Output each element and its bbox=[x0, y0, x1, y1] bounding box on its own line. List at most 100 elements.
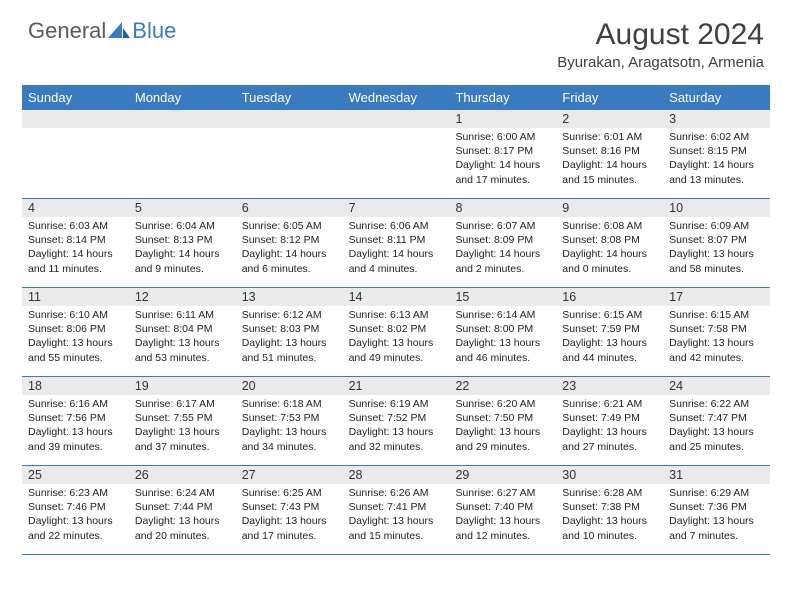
daylight-text: Daylight: 14 hours and 15 minutes. bbox=[562, 158, 657, 186]
sunset-text: Sunset: 7:59 PM bbox=[562, 322, 657, 336]
day-cell: 2Sunrise: 6:01 AMSunset: 8:16 PMDaylight… bbox=[556, 110, 663, 198]
day-cell: 3Sunrise: 6:02 AMSunset: 8:15 PMDaylight… bbox=[663, 110, 770, 198]
day-detail: Sunrise: 6:28 AMSunset: 7:38 PMDaylight:… bbox=[556, 484, 663, 547]
sunset-text: Sunset: 8:04 PM bbox=[135, 322, 230, 336]
sunrise-text: Sunrise: 6:04 AM bbox=[135, 219, 230, 233]
sunrise-text: Sunrise: 6:21 AM bbox=[562, 397, 657, 411]
daylight-text: Daylight: 13 hours and 39 minutes. bbox=[28, 425, 123, 453]
daylight-text: Daylight: 14 hours and 2 minutes. bbox=[455, 247, 550, 275]
day-cell: 8Sunrise: 6:07 AMSunset: 8:09 PMDaylight… bbox=[449, 199, 556, 287]
daylight-text: Daylight: 13 hours and 12 minutes. bbox=[455, 514, 550, 542]
sunrise-text: Sunrise: 6:16 AM bbox=[28, 397, 123, 411]
day-cell: 25Sunrise: 6:23 AMSunset: 7:46 PMDayligh… bbox=[22, 466, 129, 554]
day-cell: 15Sunrise: 6:14 AMSunset: 8:00 PMDayligh… bbox=[449, 288, 556, 376]
day-cell: 28Sunrise: 6:26 AMSunset: 7:41 PMDayligh… bbox=[343, 466, 450, 554]
sunrise-text: Sunrise: 6:01 AM bbox=[562, 130, 657, 144]
day-number: 8 bbox=[449, 199, 556, 217]
sail-icon bbox=[108, 22, 130, 40]
daylight-text: Daylight: 13 hours and 7 minutes. bbox=[669, 514, 764, 542]
sunset-text: Sunset: 7:43 PM bbox=[242, 500, 337, 514]
week-row: 11Sunrise: 6:10 AMSunset: 8:06 PMDayligh… bbox=[22, 288, 770, 377]
sunset-text: Sunset: 7:55 PM bbox=[135, 411, 230, 425]
day-number: 26 bbox=[129, 466, 236, 484]
sunset-text: Sunset: 7:58 PM bbox=[669, 322, 764, 336]
sunrise-text: Sunrise: 6:02 AM bbox=[669, 130, 764, 144]
day-detail: Sunrise: 6:00 AMSunset: 8:17 PMDaylight:… bbox=[449, 128, 556, 191]
daylight-text: Daylight: 13 hours and 53 minutes. bbox=[135, 336, 230, 364]
sunrise-text: Sunrise: 6:09 AM bbox=[669, 219, 764, 233]
day-number: 30 bbox=[556, 466, 663, 484]
week-row: 1Sunrise: 6:00 AMSunset: 8:17 PMDaylight… bbox=[22, 110, 770, 199]
logo: General Blue bbox=[28, 18, 176, 44]
day-cell bbox=[343, 110, 450, 198]
daylight-text: Daylight: 13 hours and 37 minutes. bbox=[135, 425, 230, 453]
sunset-text: Sunset: 7:44 PM bbox=[135, 500, 230, 514]
daylight-text: Daylight: 14 hours and 17 minutes. bbox=[455, 158, 550, 186]
day-cell: 7Sunrise: 6:06 AMSunset: 8:11 PMDaylight… bbox=[343, 199, 450, 287]
day-cell bbox=[129, 110, 236, 198]
daylight-text: Daylight: 13 hours and 20 minutes. bbox=[135, 514, 230, 542]
day-number: 19 bbox=[129, 377, 236, 395]
day-number: 20 bbox=[236, 377, 343, 395]
day-header: Sunday bbox=[22, 85, 129, 110]
sunrise-text: Sunrise: 6:07 AM bbox=[455, 219, 550, 233]
day-cell: 26 Sunrise: 6:24 AMSunset: 7:44 PMDayligh… bbox=[129, 466, 236, 554]
daylight-text: Daylight: 14 hours and 0 minutes. bbox=[562, 247, 657, 275]
day-number: 31 bbox=[663, 466, 770, 484]
day-number bbox=[236, 110, 343, 128]
daylight-text: Daylight: 13 hours and 17 minutes. bbox=[242, 514, 337, 542]
sunrise-text: Sunrise: 6:06 AM bbox=[349, 219, 444, 233]
day-cell: 31 Sunrise: 6:29 AMSunset: 7:36 PMDayligh… bbox=[663, 466, 770, 554]
sunrise-text: Sunrise: 6:23 AM bbox=[28, 486, 123, 500]
day-number: 9 bbox=[556, 199, 663, 217]
sunset-text: Sunset: 8:07 PM bbox=[669, 233, 764, 247]
day-number: 21 bbox=[343, 377, 450, 395]
sunrise-text: Sunrise: 6:24 AM bbox=[135, 486, 230, 500]
day-number: 14 bbox=[343, 288, 450, 306]
sunset-text: Sunset: 7:46 PM bbox=[28, 500, 123, 514]
day-cell: 1Sunrise: 6:00 AMSunset: 8:17 PMDaylight… bbox=[449, 110, 556, 198]
logo-text-blue: Blue bbox=[132, 18, 176, 44]
sunset-text: Sunset: 7:36 PM bbox=[669, 500, 764, 514]
header: General Blue August 2024 Byurakan, Araga… bbox=[0, 0, 792, 77]
daylight-text: Daylight: 13 hours and 27 minutes. bbox=[562, 425, 657, 453]
day-detail: Sunrise: 6:12 AMSunset: 8:03 PMDaylight:… bbox=[236, 306, 343, 369]
day-cell: 5Sunrise: 6:04 AMSunset: 8:13 PMDaylight… bbox=[129, 199, 236, 287]
daylight-text: Daylight: 13 hours and 25 minutes. bbox=[669, 425, 764, 453]
day-cell: 11Sunrise: 6:10 AMSunset: 8:06 PMDayligh… bbox=[22, 288, 129, 376]
sunrise-text: Sunrise: 6:05 AM bbox=[242, 219, 337, 233]
day-detail: Sunrise: 6:10 AMSunset: 8:06 PMDaylight:… bbox=[22, 306, 129, 369]
day-detail: Sunrise: 6:26 AMSunset: 7:41 PMDaylight:… bbox=[343, 484, 450, 547]
sunset-text: Sunset: 8:16 PM bbox=[562, 144, 657, 158]
sunset-text: Sunset: 7:40 PM bbox=[455, 500, 550, 514]
day-number: 2 bbox=[556, 110, 663, 128]
sunset-text: Sunset: 7:50 PM bbox=[455, 411, 550, 425]
day-detail: Sunrise: 6:19 AMSunset: 7:52 PMDaylight:… bbox=[343, 395, 450, 458]
day-number: 23 bbox=[556, 377, 663, 395]
sunset-text: Sunset: 8:06 PM bbox=[28, 322, 123, 336]
daylight-text: Daylight: 14 hours and 6 minutes. bbox=[242, 247, 337, 275]
day-detail: Sunrise: 6:01 AMSunset: 8:16 PMDaylight:… bbox=[556, 128, 663, 191]
day-cell: 6Sunrise: 6:05 AMSunset: 8:12 PMDaylight… bbox=[236, 199, 343, 287]
sunrise-text: Sunrise: 6:03 AM bbox=[28, 219, 123, 233]
day-detail: Sunrise: 6:06 AMSunset: 8:11 PMDaylight:… bbox=[343, 217, 450, 280]
day-cell: 22Sunrise: 6:20 AMSunset: 7:50 PMDayligh… bbox=[449, 377, 556, 465]
sunset-text: Sunset: 8:03 PM bbox=[242, 322, 337, 336]
day-header: Friday bbox=[556, 85, 663, 110]
day-number: 12 bbox=[129, 288, 236, 306]
sunset-text: Sunset: 8:12 PM bbox=[242, 233, 337, 247]
sunrise-text: Sunrise: 6:13 AM bbox=[349, 308, 444, 322]
day-detail: Sunrise: 6:02 AMSunset: 8:15 PMDaylight:… bbox=[663, 128, 770, 191]
day-detail: Sunrise: 6:08 AMSunset: 8:08 PMDaylight:… bbox=[556, 217, 663, 280]
day-detail: Sunrise: 6:27 AMSunset: 7:40 PMDaylight:… bbox=[449, 484, 556, 547]
day-number: 1 bbox=[449, 110, 556, 128]
sunrise-text: Sunrise: 6:26 AM bbox=[349, 486, 444, 500]
week-row: 18Sunrise: 6:16 AMSunset: 7:56 PMDayligh… bbox=[22, 377, 770, 466]
day-cell: 19Sunrise: 6:17 AMSunset: 7:55 PMDayligh… bbox=[129, 377, 236, 465]
day-detail: Sunrise: 6:11 AMSunset: 8:04 PMDaylight:… bbox=[129, 306, 236, 369]
day-detail: Sunrise: 6:17 AMSunset: 7:55 PMDaylight:… bbox=[129, 395, 236, 458]
week-row: 4Sunrise: 6:03 AMSunset: 8:14 PMDaylight… bbox=[22, 199, 770, 288]
sunrise-text: Sunrise: 6:29 AM bbox=[669, 486, 764, 500]
day-cell: 23Sunrise: 6:21 AMSunset: 7:49 PMDayligh… bbox=[556, 377, 663, 465]
sunrise-text: Sunrise: 6:27 AM bbox=[455, 486, 550, 500]
